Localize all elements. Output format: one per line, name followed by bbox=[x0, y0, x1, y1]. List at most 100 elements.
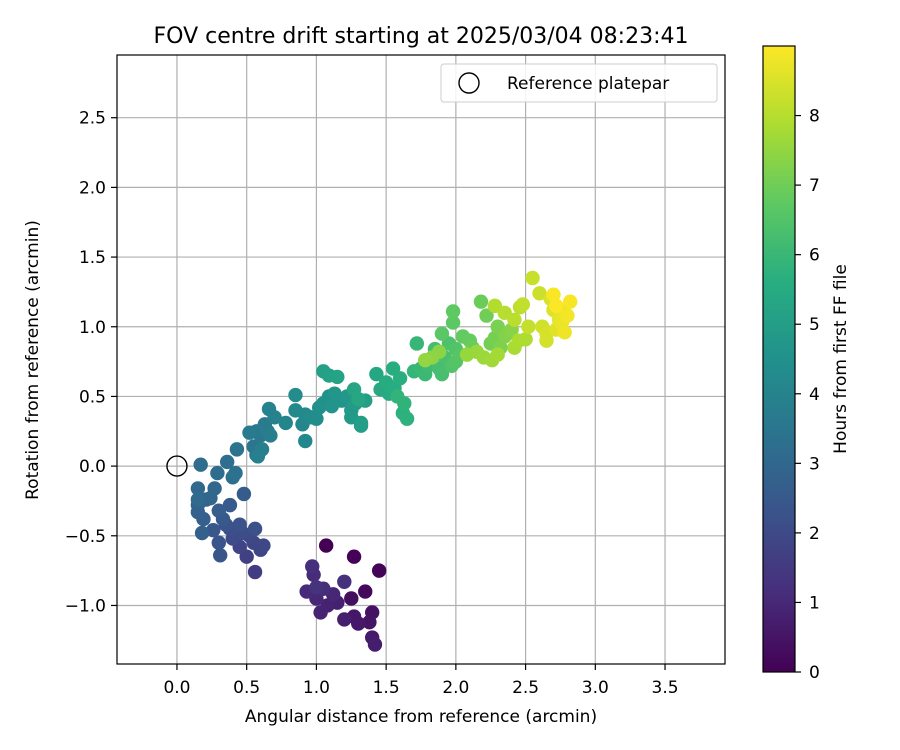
data-point bbox=[353, 418, 369, 433]
colorbar-tick-label: 3 bbox=[809, 454, 820, 474]
data-point bbox=[261, 401, 277, 417]
data-point bbox=[194, 525, 210, 541]
data-point bbox=[507, 312, 522, 327]
colorbar-tick-label: 5 bbox=[809, 315, 820, 335]
data-point bbox=[479, 308, 494, 323]
data-point bbox=[206, 523, 221, 538]
data-point bbox=[473, 294, 489, 309]
data-point bbox=[434, 326, 450, 341]
data-point bbox=[390, 389, 405, 404]
y-tick-label: 1.0 bbox=[79, 318, 106, 338]
data-point bbox=[313, 605, 328, 620]
data-point bbox=[305, 559, 320, 574]
data-point bbox=[327, 386, 342, 401]
plot-frame bbox=[116, 54, 726, 665]
data-point bbox=[346, 549, 362, 564]
reference-platepar-marker bbox=[166, 455, 188, 477]
y-tick-label: 0.5 bbox=[79, 387, 106, 407]
data-point bbox=[236, 486, 252, 502]
data-point bbox=[242, 425, 257, 440]
legend-box bbox=[440, 63, 718, 103]
data-point bbox=[546, 287, 561, 302]
colorbar-tick-label: 6 bbox=[809, 246, 820, 266]
colorbar: 0 1 2 3 4 5 6 7 8 Hours from first FF file bbox=[762, 45, 851, 683]
data-point bbox=[263, 428, 278, 443]
colorbar-tick-label: 4 bbox=[809, 385, 820, 405]
data-point bbox=[371, 563, 387, 578]
data-point bbox=[298, 433, 313, 449]
data-point bbox=[521, 319, 536, 334]
x-tick-label: 3.5 bbox=[652, 678, 679, 698]
colorbar-tick-label: 8 bbox=[809, 107, 820, 127]
data-point bbox=[207, 481, 222, 496]
data-point bbox=[409, 336, 425, 351]
data-point bbox=[256, 538, 271, 553]
data-point bbox=[330, 369, 345, 385]
colorbar-ticks: 0 1 2 3 4 5 6 7 8 bbox=[795, 107, 820, 683]
y-tick-label: −0.5 bbox=[65, 527, 106, 547]
data-points bbox=[166, 270, 578, 652]
data-point bbox=[250, 449, 266, 464]
legend-marker-reference bbox=[458, 72, 480, 94]
x-tick-label: 2.0 bbox=[442, 678, 469, 698]
data-point bbox=[309, 411, 324, 426]
data-point bbox=[211, 503, 226, 518]
y-axis-title: Rotation from reference (arcmin) bbox=[23, 220, 43, 500]
chart-title: FOV centre drift starting at 2025/03/04 … bbox=[154, 24, 689, 49]
data-point bbox=[392, 371, 408, 386]
data-point bbox=[549, 298, 564, 314]
data-point bbox=[211, 535, 226, 550]
y-tick-label: −1.0 bbox=[65, 596, 106, 616]
data-point bbox=[278, 415, 293, 431]
data-point bbox=[563, 294, 578, 309]
colorbar-tick-label: 1 bbox=[809, 593, 820, 613]
data-point bbox=[190, 492, 206, 507]
legend: Reference platepar bbox=[440, 63, 718, 103]
x-tick-label: 1.5 bbox=[373, 678, 400, 698]
colorbar-tick-label: 2 bbox=[809, 524, 820, 544]
data-point bbox=[445, 315, 461, 330]
data-point bbox=[337, 612, 352, 627]
data-point bbox=[434, 366, 450, 382]
x-tick-label: 2.5 bbox=[512, 678, 539, 698]
data-point bbox=[212, 548, 228, 563]
colorbar-tick-label: 0 bbox=[809, 663, 820, 683]
y-tick-label: 0.0 bbox=[79, 457, 106, 477]
axis-ticks: 0.0 0.5 1.0 1.5 2.0 2.5 3.0 3.5 −1.0 −0.5 0.0 0.5 1.… bbox=[65, 109, 679, 698]
data-point bbox=[337, 574, 352, 589]
data-point bbox=[351, 616, 366, 631]
data-point bbox=[490, 347, 505, 362]
data-point bbox=[229, 442, 245, 457]
data-point bbox=[288, 403, 303, 418]
colorbar-tick-label: 7 bbox=[809, 176, 820, 196]
data-point bbox=[532, 286, 547, 301]
data-point bbox=[247, 521, 263, 537]
data-point bbox=[518, 332, 533, 347]
data-point bbox=[557, 325, 572, 340]
data-point bbox=[525, 270, 540, 286]
data-point bbox=[232, 517, 247, 532]
data-point bbox=[362, 614, 377, 630]
data-point bbox=[219, 454, 235, 470]
colorbar-label: Hours from first FF file bbox=[831, 264, 851, 454]
data-point bbox=[222, 497, 238, 513]
y-tick-label: 2.0 bbox=[79, 178, 106, 198]
data-point bbox=[210, 465, 225, 481]
data-point bbox=[247, 564, 263, 580]
data-point bbox=[318, 538, 334, 553]
x-tick-label: 0.0 bbox=[163, 678, 190, 698]
data-point bbox=[288, 387, 303, 403]
data-point bbox=[228, 465, 243, 481]
data-point bbox=[515, 297, 530, 312]
x-tick-label: 3.0 bbox=[582, 678, 609, 698]
data-point bbox=[351, 392, 366, 407]
data-point bbox=[445, 304, 461, 319]
data-point bbox=[309, 580, 324, 595]
x-tick-label: 0.5 bbox=[233, 678, 260, 698]
data-point bbox=[369, 366, 384, 382]
data-point bbox=[190, 481, 206, 496]
data-point bbox=[344, 591, 359, 606]
x-tick-label: 1.0 bbox=[303, 678, 330, 698]
data-point bbox=[417, 352, 433, 368]
